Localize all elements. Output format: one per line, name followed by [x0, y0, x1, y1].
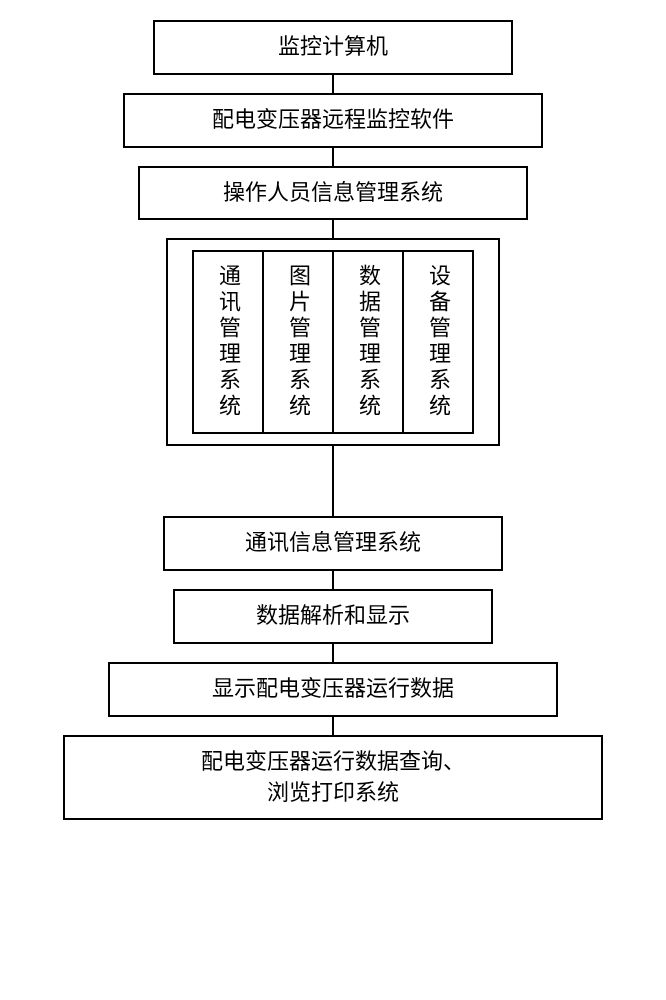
- flowchart-root: 监控计算机 配电变压器远程监控软件 操作人员信息管理系统 通讯管理系统 图片管理…: [20, 20, 646, 820]
- connector: [332, 717, 334, 735]
- columns-group: 通讯管理系统 图片管理系统 数据管理系统 设备管理系统: [166, 238, 500, 446]
- connector: [332, 571, 334, 589]
- node-remote-software: 配电变压器远程监控软件: [123, 93, 543, 148]
- node-monitor-computer: 监控计算机: [153, 20, 513, 75]
- node-comm-info: 通讯信息管理系统: [163, 516, 503, 571]
- col-comm-mgmt: 通讯管理系统: [192, 250, 264, 434]
- node-query-print: 配电变压器运行数据查询、浏览打印系统: [63, 735, 603, 821]
- node-operator-info: 操作人员信息管理系统: [138, 166, 528, 221]
- col-data-mgmt: 数据管理系统: [332, 250, 404, 434]
- connector: [332, 446, 334, 516]
- connector: [332, 644, 334, 662]
- connector: [332, 148, 334, 166]
- col-image-mgmt: 图片管理系统: [262, 250, 334, 434]
- col-device-mgmt: 设备管理系统: [402, 250, 474, 434]
- connector: [332, 220, 334, 238]
- node-display-data: 显示配电变压器运行数据: [108, 662, 558, 717]
- connector: [332, 75, 334, 93]
- node-data-parse: 数据解析和显示: [173, 589, 493, 644]
